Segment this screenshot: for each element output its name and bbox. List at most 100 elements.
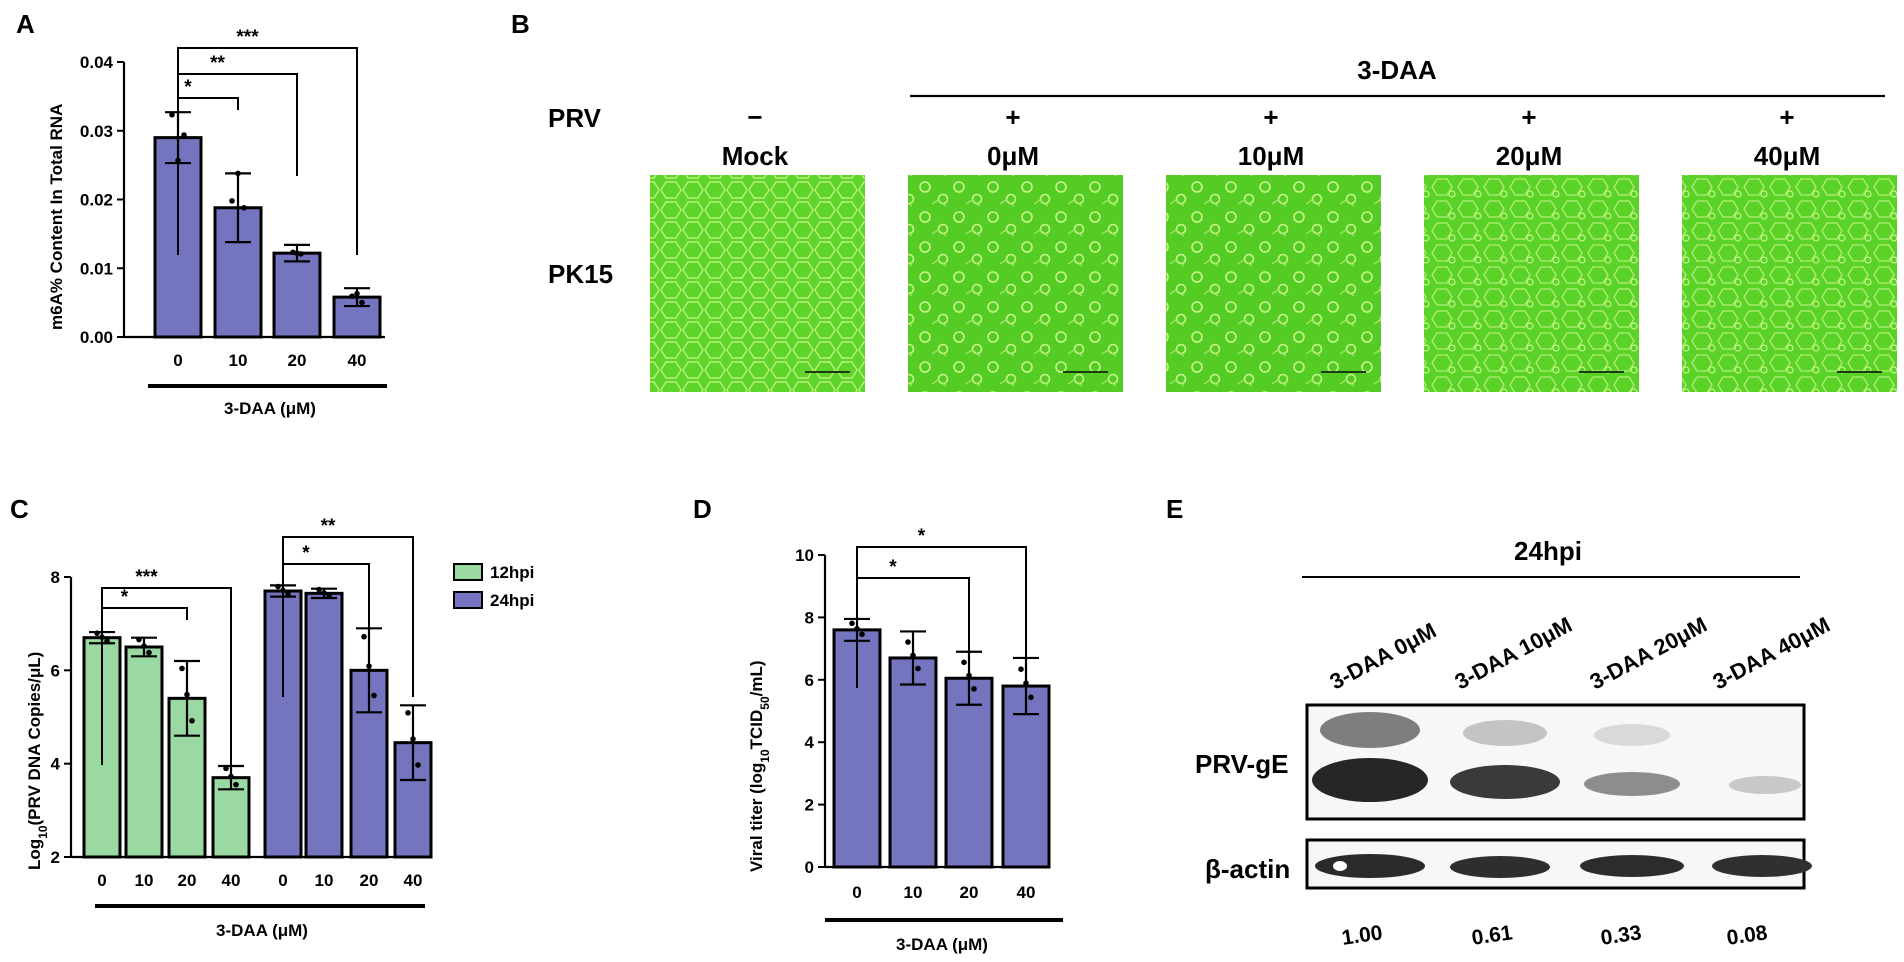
panel-b-micrograph-grid: − Mock +0μM +10μM +20μM +40μM xyxy=(650,102,1897,392)
c-24hpi-datapoint xyxy=(410,736,416,742)
panel-e-ratios: 1.00 0.61 0.33 0.08 xyxy=(1340,921,1769,950)
panel-b-row-pk15: PK15 xyxy=(548,259,613,289)
prv-ge-band-0 xyxy=(1312,758,1428,802)
c-xtick-label: 20 xyxy=(360,871,379,890)
a-sig-bracket-40 xyxy=(177,47,358,255)
a-xtick-label: 10 xyxy=(229,351,248,370)
actin-band-10 xyxy=(1450,856,1550,878)
ratio-1: 0.61 xyxy=(1470,921,1514,950)
panel-a-chart: 0.00 0.01 0.02 0.03 0.04 0 10 20 40 3-DAA (μM) m6A… xyxy=(47,27,387,418)
panel-b-row-prv: PRV xyxy=(548,103,602,133)
c-xtick-label: 40 xyxy=(404,871,423,890)
a-ytick-label: 0.03 xyxy=(80,122,113,141)
c-24hpi-datapoint xyxy=(285,591,291,598)
prv-ge-upper-band-20 xyxy=(1594,724,1670,746)
d-ytick-label: 2 xyxy=(805,796,814,815)
micrograph-label-1: 0μM xyxy=(987,141,1039,171)
micrograph-sign-4: + xyxy=(1779,102,1794,132)
c-12hpi-datapoint xyxy=(104,638,110,644)
row-label-prv-ge: PRV-gE xyxy=(1195,749,1288,779)
c-xgroup-label: 3-DAA (μM) xyxy=(216,921,308,940)
a-sig-bracket-40-label: *** xyxy=(236,27,259,48)
panel-c-ylabel: Log10(PRV DNA Copies/μL) xyxy=(25,652,50,870)
d-ytick-label: 6 xyxy=(805,671,814,690)
c-xtick-label: 10 xyxy=(135,871,154,890)
c-12hpi-datapoint xyxy=(94,630,100,636)
micrograph-sign-3: + xyxy=(1521,102,1536,132)
d-datapoint xyxy=(1018,666,1024,672)
c-xtick-label: 0 xyxy=(278,871,287,890)
d-xtick-label: 40 xyxy=(1017,883,1036,902)
panel-b-letter: B xyxy=(511,9,530,39)
c-24hpi-datapoint xyxy=(275,583,281,590)
c-ytick-label: 6 xyxy=(51,661,60,680)
prv-ge-band-10 xyxy=(1450,765,1560,799)
a-sig-bracket-10-label: * xyxy=(184,77,192,98)
d-datapoint xyxy=(961,659,967,666)
d-sig-0-20-label: * xyxy=(889,557,897,578)
panel-e: E 24hpi 3-DAA 0μM 3-DAA 10μM 3-DAA 20μM3-D… xyxy=(1166,494,1834,950)
lane-label-2: 3-DAA 20μM xyxy=(1586,612,1711,695)
c-24hpi-datapoint xyxy=(405,710,411,716)
a-xtick-label: 40 xyxy=(348,351,367,370)
panel-d: D 0 2 4 6 8 10 0 10 20 40 3-DAA (μM) * * Viral titer… xyxy=(693,494,1063,954)
micrograph-label-0: Mock xyxy=(722,141,789,171)
d-ytick-label: 0 xyxy=(805,858,814,877)
d-xtick-label: 0 xyxy=(852,883,861,902)
d-sig-0-40 xyxy=(856,546,1027,688)
panel-b: B 3-DAA PRV PK15 − Mock +0μM +10μM +20μM +40μ… xyxy=(511,9,1897,392)
c-12hpi-datapoint xyxy=(146,649,152,656)
c-ytick-label: 4 xyxy=(51,755,61,774)
d-bar xyxy=(888,656,938,869)
c-12hpi-datapoint xyxy=(189,717,195,724)
c-24hpi-datapoint xyxy=(316,586,322,593)
c-sig-12-20-label: * xyxy=(121,587,129,608)
c-sig-24-20-label: * xyxy=(302,543,310,564)
c-legend-label-12hpi: 12hpi xyxy=(490,563,534,582)
c-12hpi-datapoint xyxy=(223,765,229,772)
c-12hpi-datapoint xyxy=(136,636,142,643)
panel-d-ylabel: Viral titer (log10TCID50/mL) xyxy=(747,660,772,872)
c-24hpi-datapoint xyxy=(361,633,367,640)
a-ytick-label: 0.01 xyxy=(80,259,113,278)
micrograph-label-3: 20μM xyxy=(1496,141,1563,171)
panel-b-group-label: 3-DAA xyxy=(1357,55,1437,85)
panel-a: A 0.00 0.01 0.02 0.03 0.04 0 10 20 40 3-DAA (μM) m… xyxy=(16,9,387,418)
c-ytick-label: 2 xyxy=(51,848,60,867)
d-ytick-label: 8 xyxy=(805,608,814,627)
d-ytick-label: 10 xyxy=(795,546,814,565)
a-datapoint xyxy=(294,250,300,256)
d-bar xyxy=(944,676,994,869)
d-ytick-label: 4 xyxy=(805,733,815,752)
ratio-3: 0.08 xyxy=(1725,921,1769,950)
micrograph-label-2: 10μM xyxy=(1238,141,1305,171)
a-ylabel: m6A% Content In Total RNA xyxy=(47,104,66,330)
panel-e-time-label: 24hpi xyxy=(1514,536,1582,566)
ratio-0: 1.00 xyxy=(1340,921,1384,949)
d-datapoint xyxy=(915,665,921,672)
c-12hpi-datapoint xyxy=(228,773,234,780)
c-sig-24-40 xyxy=(282,536,414,697)
c-sig-12-40-label: *** xyxy=(135,567,158,588)
micrograph-sign-2: + xyxy=(1263,102,1278,132)
micrograph-image-2 xyxy=(1166,175,1381,392)
c-ytick-label: 8 xyxy=(51,568,60,587)
a-datapoint xyxy=(181,132,187,138)
c-24hpi-datapoint xyxy=(366,663,372,669)
c-12hpi-datapoint xyxy=(184,691,190,698)
prv-ge-upper-band-0 xyxy=(1320,712,1420,748)
c-12hpi-datapoint xyxy=(233,781,239,788)
c-sig-12-40 xyxy=(101,587,232,765)
c-12hpi-bar xyxy=(211,776,251,859)
a-datapoint xyxy=(235,170,241,177)
d-xtick-label: 10 xyxy=(904,883,923,902)
d-datapoint xyxy=(1028,694,1034,701)
c-24hpi-datapoint xyxy=(321,590,327,596)
a-bar xyxy=(213,206,263,339)
lane-label-0: 3-DAA 0μM xyxy=(1326,618,1441,695)
micrograph-sign-0: − xyxy=(747,102,762,132)
c-legend-label-24hpi: 24hpi xyxy=(490,591,534,610)
